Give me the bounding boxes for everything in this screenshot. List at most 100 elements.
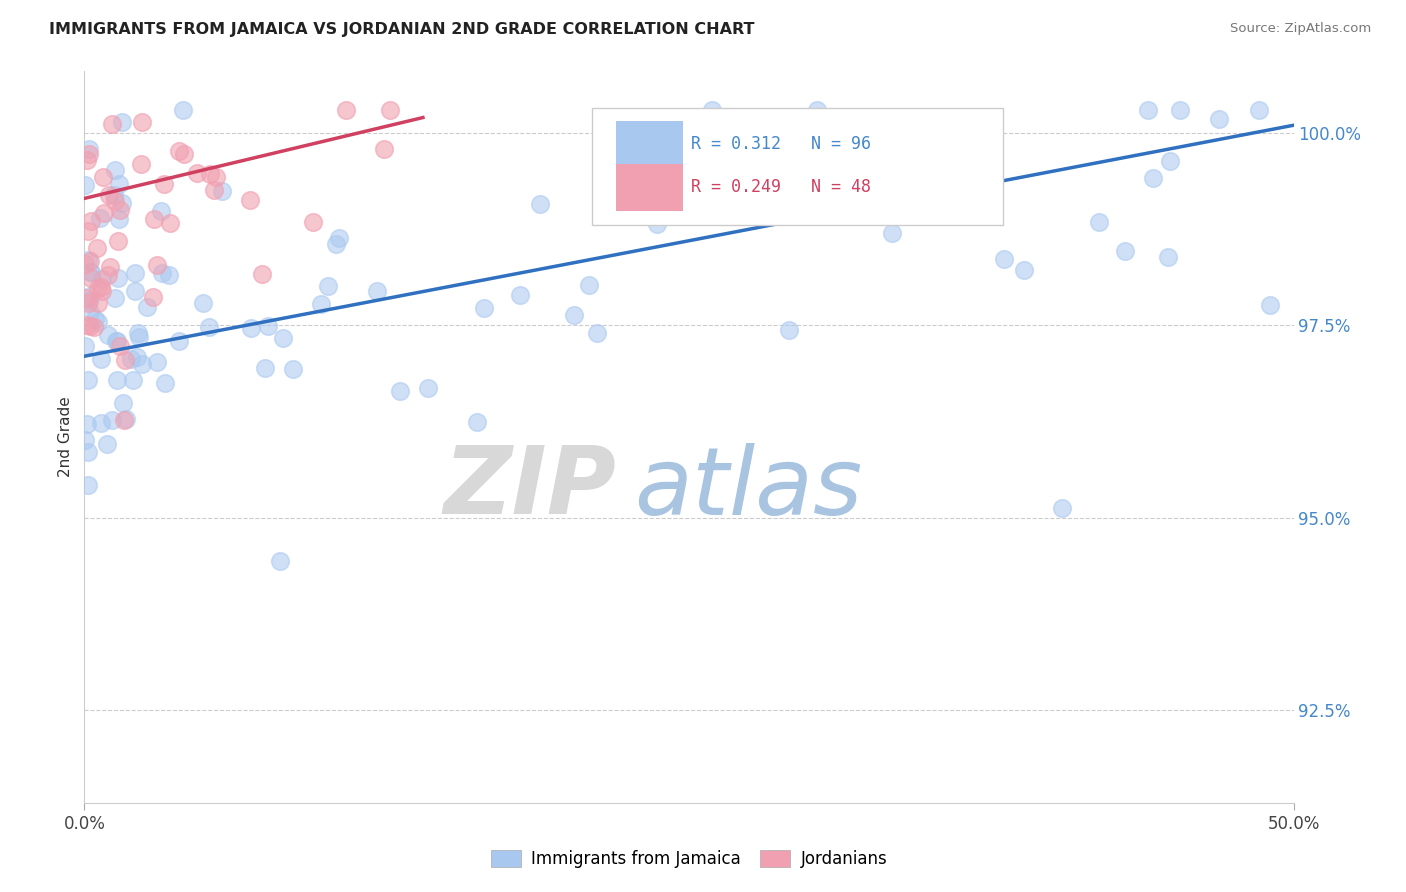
Text: R = 0.249   N = 48: R = 0.249 N = 48 [692,178,872,196]
Text: Source: ZipAtlas.com: Source: ZipAtlas.com [1230,22,1371,36]
Point [169,144,191,158]
Point [98,260,121,274]
Point [205,169,228,184]
Point [76,417,98,431]
Point [76,153,98,167]
Point [101,413,124,427]
Point [700,103,723,117]
Point [467,415,489,429]
Point [73,257,96,271]
Point [77,224,100,238]
Point [108,202,131,217]
Point [79,289,101,303]
Point [578,278,600,293]
Point [86,241,108,255]
Point [112,413,135,427]
Point [1157,250,1180,264]
Point [91,284,114,298]
Point [76,444,98,458]
Point [75,291,97,305]
Point [104,334,127,349]
Point [472,301,495,315]
Point [79,142,101,156]
Point [145,354,167,368]
Point [198,167,221,181]
Point [173,146,195,161]
Point [80,265,103,279]
Point [79,147,101,161]
Point [1114,244,1136,259]
Point [75,434,97,448]
Point [373,142,395,156]
Point [1137,103,1160,117]
Point [172,103,194,117]
Point [90,416,112,430]
Point [97,187,120,202]
Point [79,254,101,268]
Text: ZIP: ZIP [443,442,616,534]
Point [127,326,149,340]
Y-axis label: 2nd Grade: 2nd Grade [58,397,73,477]
Point [585,326,607,340]
Point [562,308,585,322]
Point [993,252,1015,266]
Point [1142,170,1164,185]
Point [91,169,114,184]
Legend: Immigrants from Jamaica, Jordanians: Immigrants from Jamaica, Jordanians [484,844,894,875]
Point [104,162,127,177]
Point [202,183,225,197]
Point [318,278,340,293]
Point [239,193,262,207]
Point [675,203,697,218]
Point [257,318,280,333]
Point [186,166,208,180]
Point [135,301,157,315]
Point [79,319,101,334]
Point [167,334,190,348]
Point [121,373,143,387]
Point [325,237,347,252]
Point [124,266,146,280]
Point [77,477,100,491]
Point [1247,103,1270,117]
Point [87,315,110,329]
Point [107,270,129,285]
Point [150,203,173,218]
Point [114,412,136,426]
FancyBboxPatch shape [592,108,1004,225]
Text: atlas: atlas [634,442,863,533]
Point [80,271,103,285]
Point [131,114,153,128]
Point [150,266,173,280]
Point [335,103,357,117]
Point [89,211,111,226]
Point [1168,103,1191,117]
Point [141,290,163,304]
Point [378,103,401,117]
Point [128,330,150,344]
Point [110,339,132,353]
FancyBboxPatch shape [616,163,683,211]
Point [111,396,134,410]
Text: IMMIGRANTS FROM JAMAICA VS JORDANIAN 2ND GRADE CORRELATION CHART: IMMIGRANTS FROM JAMAICA VS JORDANIAN 2ND… [49,22,755,37]
Point [96,437,118,451]
Point [153,177,176,191]
Point [79,305,101,319]
Point [111,115,134,129]
Point [1208,112,1230,126]
Point [103,291,125,305]
Point [80,214,103,228]
Point [91,272,114,286]
Point [107,334,129,348]
Point [90,280,112,294]
Point [806,103,828,117]
Point [159,216,181,230]
Point [198,319,221,334]
Point [389,384,412,399]
Point [157,268,180,283]
Point [120,352,142,367]
Point [105,373,128,387]
Point [697,146,720,161]
Point [77,294,100,309]
Point [76,318,98,332]
